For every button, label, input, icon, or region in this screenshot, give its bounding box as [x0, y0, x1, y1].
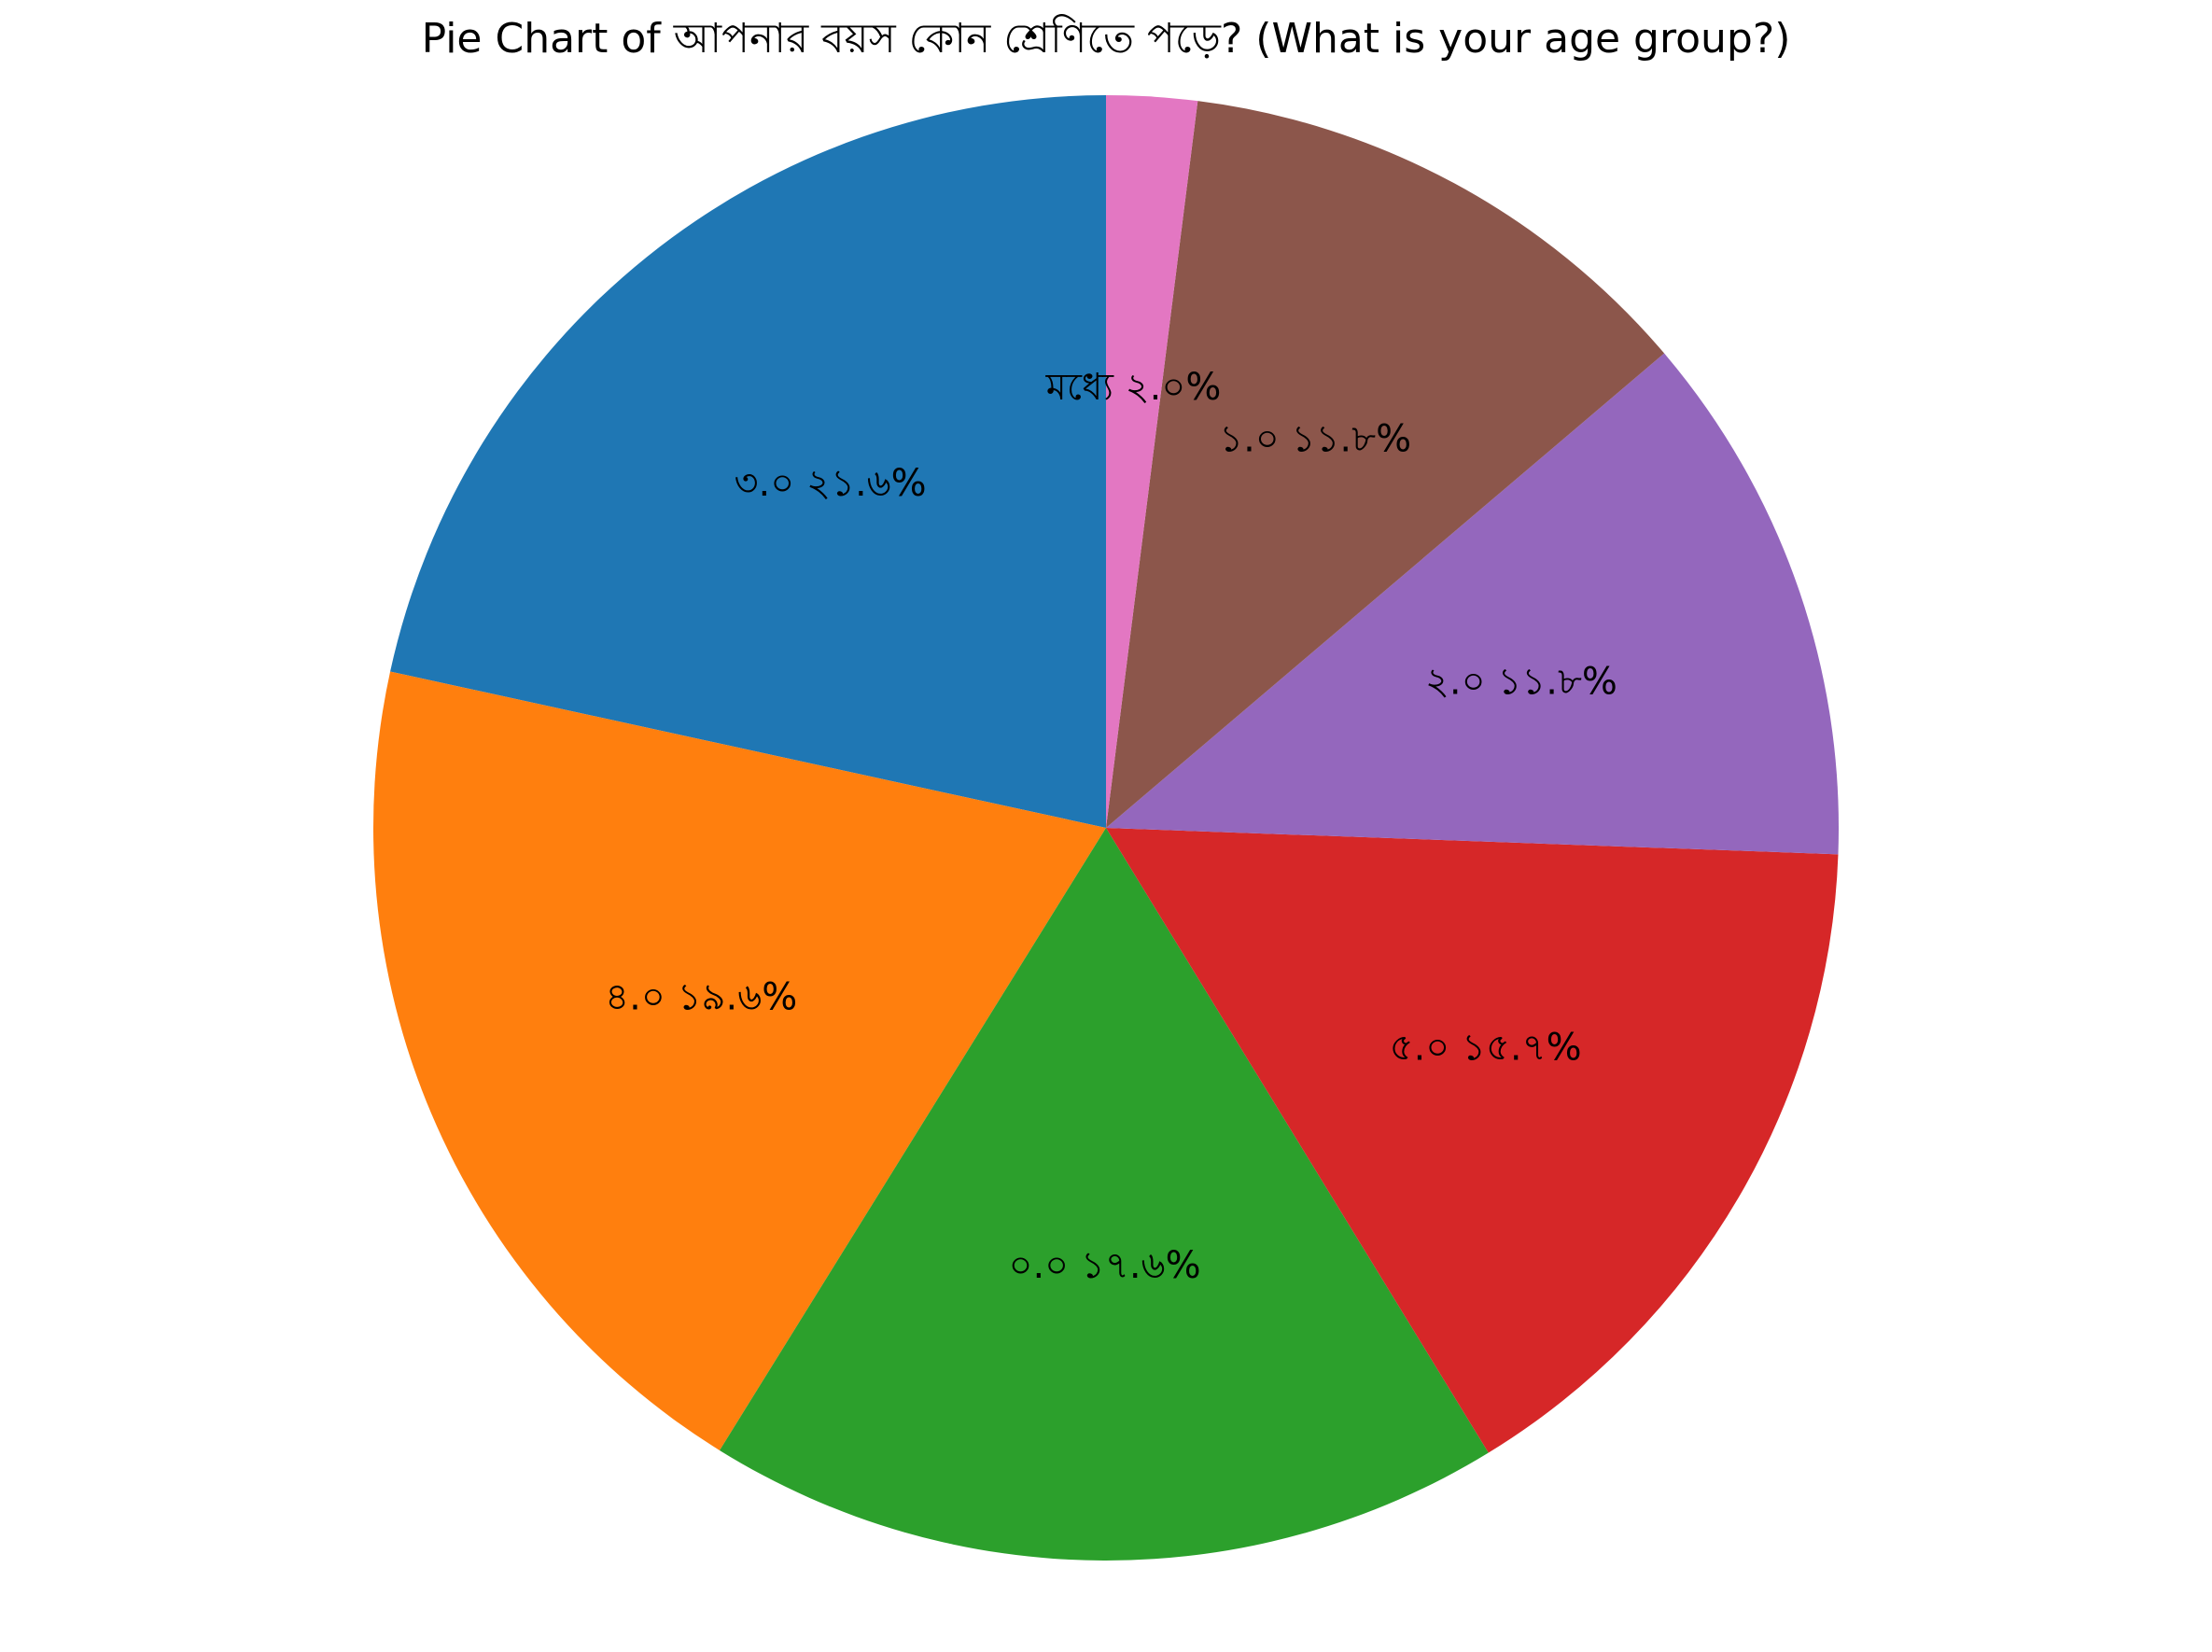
pie-slice [1106, 95, 1198, 828]
slice-label: ৩.০ ২১.৬% [735, 462, 927, 505]
slice-label: ৫.০ ১৫.৭% [1390, 1027, 1582, 1070]
pie-slice [1106, 353, 1839, 855]
pie-slice [1106, 101, 1665, 828]
pie-slice [390, 95, 1106, 828]
slice-label: ১.০ ১১.৮% [1219, 418, 1411, 461]
slice-label: ০.০ ১৭.৬% [1008, 1244, 1200, 1287]
pie-slice [372, 671, 1106, 1450]
chart-title: Pie Chart of আপনার বয়স কোন শ্রেণিতে পড়… [421, 15, 1791, 63]
slice-label: ৪.০ ১৯.৬% [605, 975, 797, 1018]
slice-label: ২.০ ১১.৮% [1425, 660, 1617, 703]
slice-labels: ৩.০ ২১.৬% ৪.০ ১৯.৬% ০.০ ১৭.৬% ৫.০ ১৫.৭% ২.০ … [605, 366, 1617, 1287]
pie-slice [720, 828, 1489, 1561]
slice-label: মধ্যে ২.০% [1045, 366, 1222, 409]
pie-slice [1106, 828, 1839, 1453]
